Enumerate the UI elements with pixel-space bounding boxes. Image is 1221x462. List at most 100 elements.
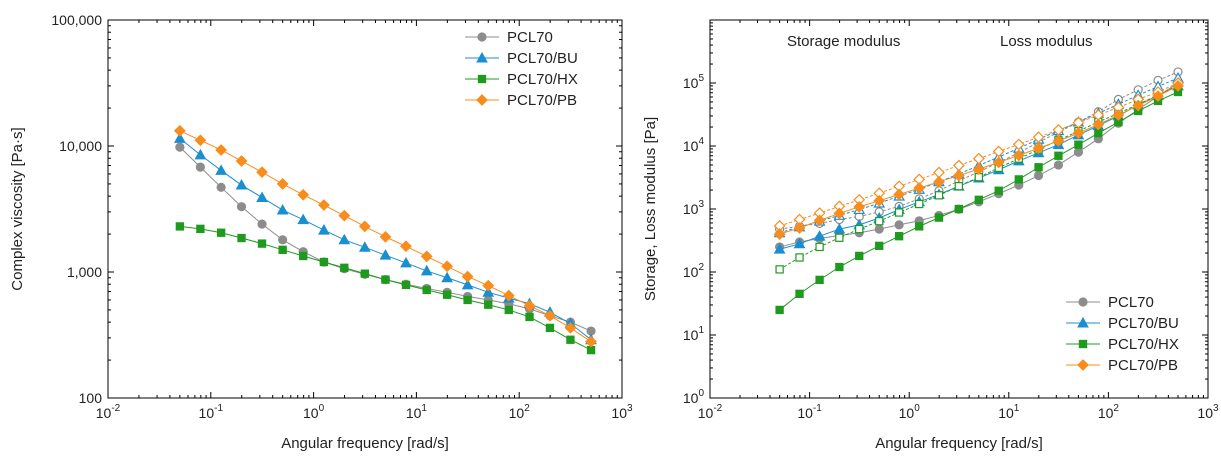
- legend-marker: [1077, 359, 1089, 371]
- viscosity-point: [278, 245, 287, 254]
- storage-point: [913, 182, 926, 194]
- viscosity-point: [420, 250, 433, 263]
- viscosity-point: [441, 271, 453, 283]
- legend-marker: [476, 94, 488, 106]
- viscosity-point: [545, 323, 555, 333]
- x-tick-label: 102: [509, 403, 531, 421]
- viscosity-point: [195, 162, 205, 172]
- viscosity-point: [175, 222, 185, 231]
- viscosity-point: [379, 230, 392, 243]
- legend-marker: [1078, 297, 1088, 307]
- x-tick-label: 103: [611, 403, 633, 421]
- loss-point: [894, 208, 904, 217]
- viscosity-point: [340, 263, 349, 272]
- legend-label: PCL70/BU: [1108, 315, 1179, 332]
- viscosity-point: [586, 345, 596, 355]
- storage-point: [813, 230, 826, 241]
- loss-point: [835, 233, 844, 242]
- storage-point: [773, 228, 786, 240]
- storage-point: [1032, 142, 1045, 155]
- viscosity-point: [585, 335, 597, 348]
- viscosity-point: [318, 224, 330, 235]
- loss-point: [795, 253, 804, 262]
- legend-label: PCL70: [507, 29, 553, 46]
- viscosity-point: [420, 264, 433, 276]
- storage-point: [874, 224, 884, 234]
- x-tick-label: 10-2: [698, 403, 723, 421]
- loss-point: [954, 182, 964, 191]
- storage-point: [893, 188, 906, 201]
- viscosity-point: [196, 224, 205, 234]
- y-tick-label: 10,000: [59, 138, 102, 154]
- y-tick-label: 100: [79, 390, 103, 406]
- viscosity-point: [358, 241, 371, 252]
- loss-point: [1012, 138, 1025, 151]
- moduli-panel: 10-2 10-1 100 101 102 103 100 101 102 103 104 105 An…: [642, 19, 1219, 452]
- legend-label: PCL70/PB: [1108, 357, 1178, 374]
- viscosity-point: [379, 249, 392, 260]
- series-pcl70-pb: [173, 124, 597, 348]
- viscosity-point: [525, 312, 534, 322]
- storage-point: [1014, 175, 1023, 184]
- viscosity-point: [174, 132, 186, 143]
- storage-point: [795, 289, 804, 299]
- y-tick-label: 100: [683, 388, 705, 406]
- viscosity-point: [358, 220, 371, 233]
- legend: PCL70 PCL70/BU PCL70/HX PCL70/PB: [465, 29, 578, 109]
- series-pcl70-pb: [773, 77, 1184, 240]
- viscosity-point: [381, 275, 390, 284]
- viscosity-point: [257, 239, 267, 248]
- viscosity-point: [461, 278, 474, 290]
- x-tick-label: 10-1: [797, 403, 822, 421]
- x-tick-label: 101: [998, 403, 1020, 421]
- viscosity-point: [297, 213, 310, 225]
- storage-point: [833, 223, 846, 234]
- storage-point: [773, 243, 786, 254]
- storage-point: [815, 275, 824, 285]
- viscosity-line-pcl70-hx: [179, 225, 592, 351]
- storage-point: [894, 220, 904, 230]
- viscosity-point: [237, 233, 246, 243]
- viscosity-point: [235, 178, 248, 190]
- viscosity-point: [318, 199, 330, 211]
- viscosity-point: [523, 299, 536, 312]
- x-tick-label: 101: [406, 403, 428, 421]
- x-axis-title: Angular frequency [rad/s]: [875, 435, 1043, 452]
- viscosity-point: [484, 300, 493, 309]
- viscosity-point: [461, 270, 474, 283]
- viscosity-point: [422, 285, 431, 295]
- storage-point: [813, 214, 826, 227]
- storage-point: [1092, 118, 1105, 131]
- viscosity-point: [400, 240, 412, 253]
- storage-point: [875, 241, 884, 251]
- loss-line-pcl70-hx: [779, 84, 1179, 270]
- storage-point: [934, 213, 944, 222]
- viscosity-point: [360, 269, 369, 278]
- y-tick-label: 101: [683, 325, 705, 343]
- storage-point: [1053, 160, 1064, 170]
- viscosity-point: [257, 219, 267, 229]
- viscosity-point: [401, 280, 411, 290]
- viscosity-point: [276, 178, 289, 190]
- storage-point: [1112, 109, 1125, 121]
- viscosity-point: [216, 228, 226, 237]
- legend-marker: [477, 32, 487, 42]
- storage-point: [1074, 140, 1083, 149]
- storage-point: [974, 195, 983, 204]
- legend-label: PCL70: [1108, 294, 1154, 311]
- viscosity-point: [235, 155, 248, 167]
- storage-point: [855, 251, 864, 261]
- viscosity-panel: 10-2 10-1 100 101 102 103 100 1,000 10,000 100,00…: [9, 12, 633, 452]
- viscosity-point: [256, 191, 268, 202]
- viscosity-point: [482, 279, 495, 292]
- loss-point: [775, 265, 784, 274]
- x-tick-label: 102: [1098, 403, 1120, 421]
- series-pcl70-hx: [175, 222, 596, 355]
- annotation-loss-modulus: Loss modulus: [1000, 33, 1093, 50]
- storage-point: [1054, 151, 1063, 160]
- loss-point: [952, 159, 965, 172]
- storage-point: [952, 169, 965, 182]
- legend-label: PCL70/HX: [1108, 336, 1179, 353]
- plot-frame: [107, 19, 623, 399]
